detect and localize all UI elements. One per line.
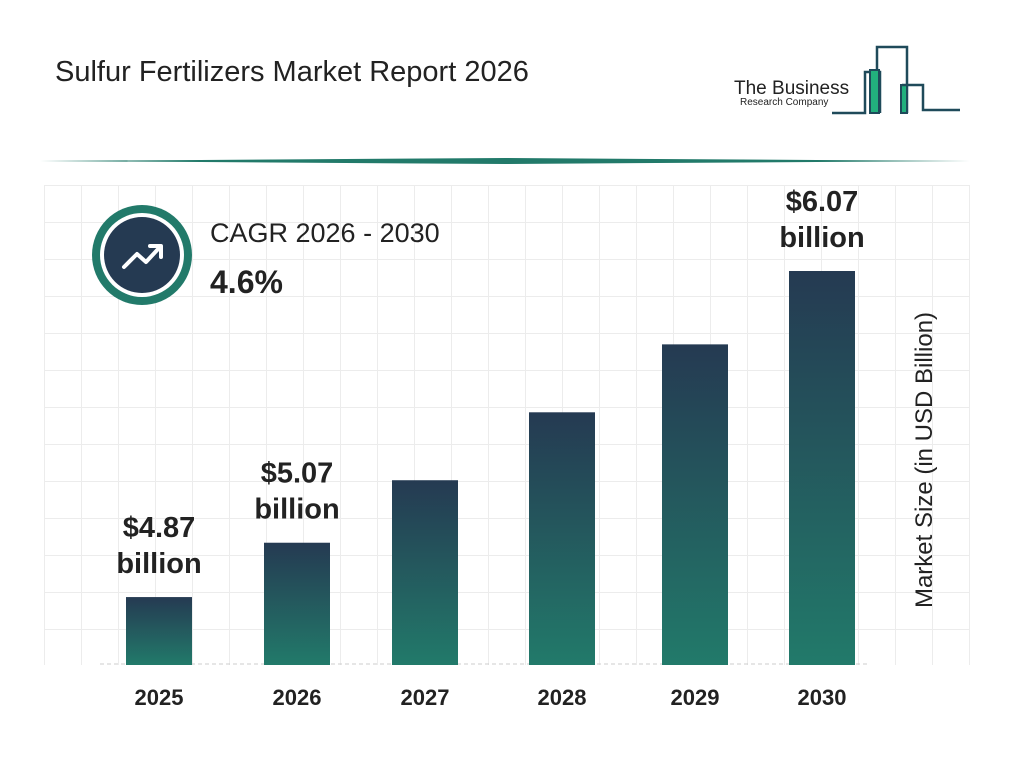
- logo-line1: The Business: [734, 78, 849, 99]
- bar-2029: [662, 344, 728, 665]
- x-tick-label: 2025: [135, 685, 184, 710]
- x-tick-label: 2030: [798, 685, 847, 710]
- data-label: $4.87 billion: [116, 512, 201, 580]
- bar-2025: [126, 597, 192, 665]
- bar-2026: [264, 542, 330, 665]
- bar-2028: [529, 412, 595, 665]
- bar-2030: [789, 271, 855, 665]
- bar-2027: [392, 480, 458, 665]
- cagr-badge: [92, 205, 192, 305]
- page-title: Sulfur Fertilizers Market Report 2026: [55, 56, 529, 88]
- x-tick-label: 2027: [401, 685, 450, 710]
- x-tick-label: 2028: [538, 685, 587, 710]
- cagr-value: 4.6%: [210, 264, 283, 300]
- logo-line2: Research Company: [740, 97, 828, 108]
- data-label: $6.07 billion: [779, 186, 864, 254]
- trend-up-arrow-icon: [122, 244, 163, 269]
- company-logo: The Business Research Company: [734, 45, 960, 115]
- x-tick-label: 2029: [671, 685, 720, 710]
- data-label: $5.07 billion: [254, 458, 339, 526]
- divider: [40, 158, 970, 164]
- cagr-label: CAGR 2026 - 2030: [210, 218, 440, 248]
- x-tick-label: 2026: [273, 685, 322, 710]
